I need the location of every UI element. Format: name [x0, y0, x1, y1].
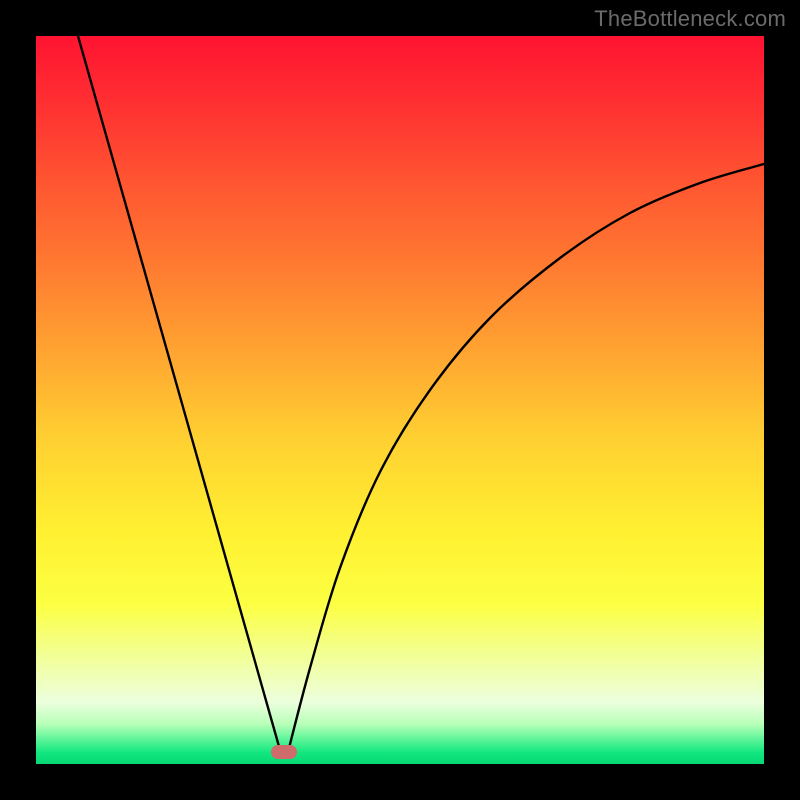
chart-container: TheBottleneck.com — [0, 0, 800, 800]
optimum-marker — [271, 745, 297, 759]
plot-area — [36, 36, 764, 764]
gradient-background — [36, 36, 764, 764]
watermark-text: TheBottleneck.com — [594, 6, 786, 32]
